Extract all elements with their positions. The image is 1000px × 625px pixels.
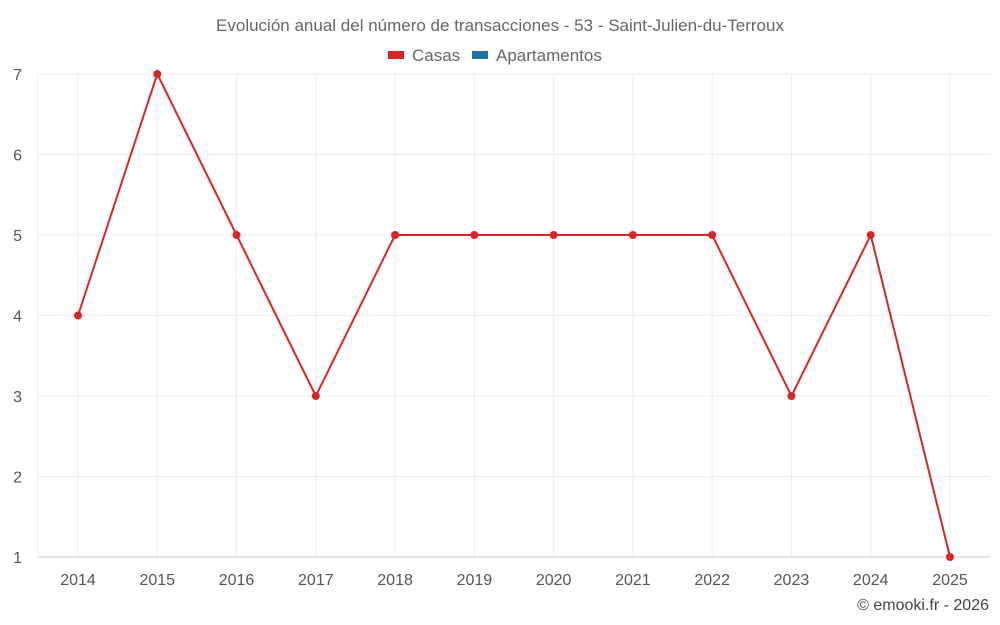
credit: © emooki.fr - 2026 — [857, 597, 989, 614]
data-point — [232, 231, 241, 239]
legend-swatch — [388, 51, 404, 59]
data-point — [946, 553, 954, 561]
x-tick-label: 2014 — [60, 572, 96, 589]
data-point — [549, 231, 558, 239]
x-tick-label: 2020 — [536, 572, 572, 589]
data-point — [391, 231, 400, 239]
series — [74, 70, 954, 561]
y-axis: 1 2 3 4 5 6 7 — [13, 67, 22, 567]
y-tick-label: 2 — [13, 470, 22, 487]
x-tick-label: 2015 — [139, 572, 175, 589]
legend: Casas Apartamentos — [388, 46, 602, 65]
series-line-casas — [77, 71, 951, 558]
x-tick-label: 2016 — [219, 572, 255, 589]
legend-swatch — [472, 51, 488, 59]
x-tick-label: 2024 — [853, 572, 889, 589]
x-axis: 2014 2015 2016 2017 2018 2019 2020 2021 2022 2023… — [60, 572, 968, 589]
data-point — [708, 231, 717, 239]
x-tick-label: 2023 — [774, 572, 810, 589]
y-tick-label: 6 — [13, 148, 22, 165]
x-tick-label: 2017 — [298, 572, 334, 589]
data-point — [866, 231, 875, 239]
data-point — [470, 231, 479, 239]
data-point — [311, 392, 320, 400]
x-tick-label: 2018 — [377, 572, 413, 589]
grid — [37, 73, 990, 558]
x-tick-label: 2021 — [615, 572, 651, 589]
chart-title: Evolución anual del número de transaccio… — [216, 16, 784, 35]
legend-item-casas[interactable]: Casas — [388, 46, 460, 65]
y-tick-label: 5 — [13, 228, 22, 245]
x-tick-label: 2025 — [932, 572, 968, 589]
y-tick-label: 4 — [13, 309, 22, 326]
legend-item-apartamentos[interactable]: Apartamentos — [472, 46, 602, 65]
x-tick-label: 2022 — [694, 572, 730, 589]
data-point — [787, 392, 796, 400]
legend-label: Apartamentos — [496, 46, 602, 65]
data-point — [74, 311, 82, 320]
y-tick-label: 7 — [13, 67, 22, 84]
y-tick-label: 3 — [13, 389, 22, 406]
y-tick-label: 1 — [13, 550, 22, 567]
data-point — [153, 70, 162, 78]
legend-label: Casas — [412, 46, 460, 65]
data-point — [628, 231, 637, 239]
x-tick-label: 2019 — [457, 572, 493, 589]
